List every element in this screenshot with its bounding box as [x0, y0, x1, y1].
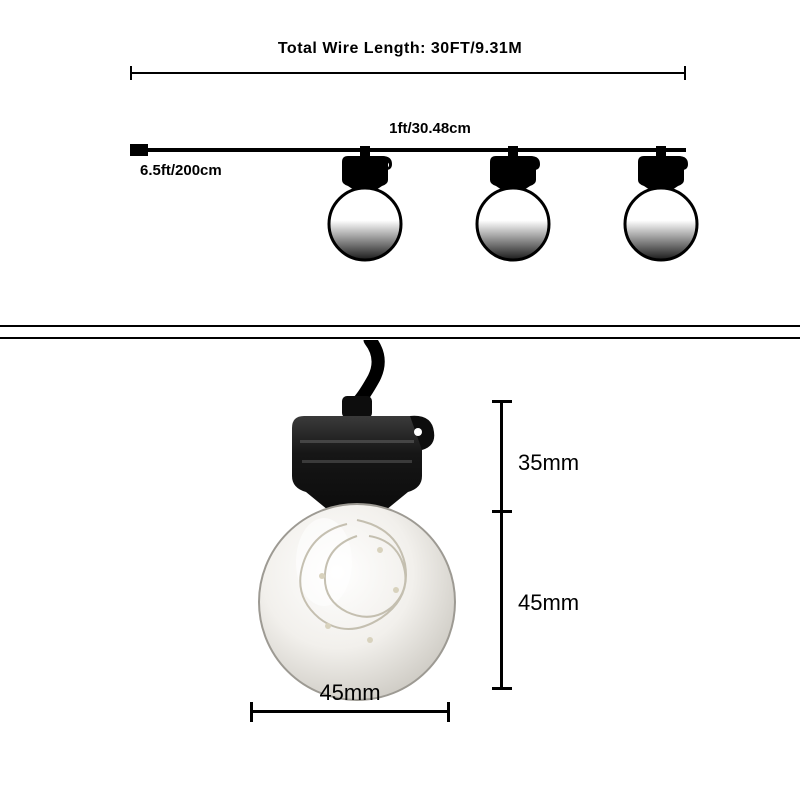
wire-length-diagram: Total Wire Length: 30FT/9.31M 1ft/30.48c…	[0, 0, 800, 310]
small-bulb-2	[468, 146, 558, 266]
globe-height-label: 45mm	[518, 590, 579, 616]
socket-height-label: 35mm	[518, 450, 579, 476]
vertical-dimension-mid-tick	[500, 510, 503, 513]
large-bulb-illustration	[220, 340, 480, 720]
total-length-dimension-line	[130, 72, 686, 74]
small-bulb-1	[320, 146, 410, 266]
globe-width-label: 45mm	[250, 680, 450, 706]
horizontal-dimension: 45mm	[250, 710, 450, 740]
bulb-spacing-label: 1ft/30.48cm	[330, 120, 530, 137]
bulb-dimensions-diagram: 35mm 45mm 45mm	[0, 340, 800, 800]
section-divider	[0, 325, 800, 339]
lead-length-label: 6.5ft/200cm	[140, 162, 222, 179]
horizontal-dimension-line	[250, 710, 450, 713]
vertical-dimension: 35mm 45mm	[500, 400, 570, 690]
small-bulb-3	[616, 146, 706, 266]
total-length-label: Total Wire Length: 30FT/9.31M	[0, 40, 800, 58]
vertical-dimension-line	[500, 400, 503, 690]
